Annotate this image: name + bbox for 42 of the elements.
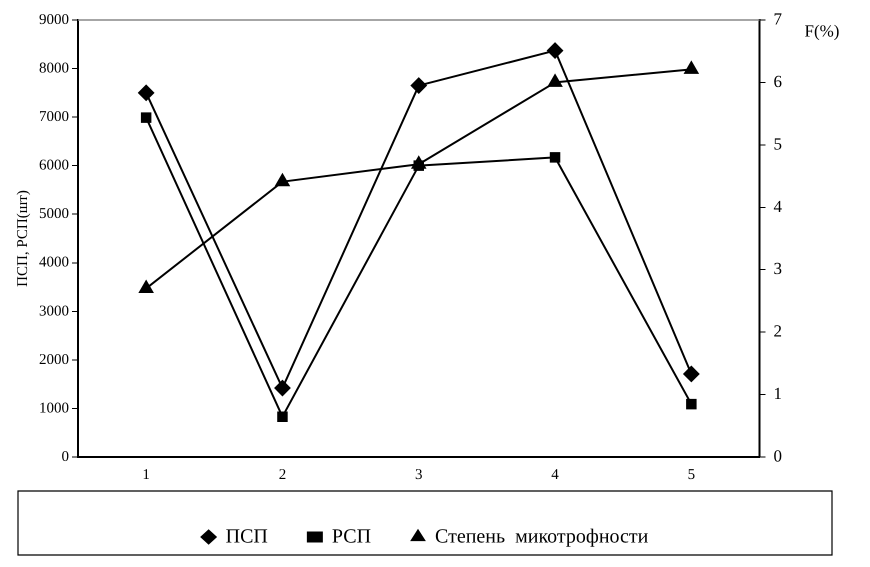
y-tick-label: 9000 bbox=[39, 12, 69, 28]
y-tick-label: 1000 bbox=[39, 400, 69, 416]
y2-tick-label: 4 bbox=[774, 196, 782, 216]
x-tick-label: 5 bbox=[688, 466, 696, 483]
point bbox=[684, 61, 698, 74]
x-tick-label: 2 bbox=[278, 466, 286, 483]
y2-tick-label: 3 bbox=[774, 259, 782, 278]
y-axis-title: ПСП, РСП(шт) bbox=[14, 190, 31, 287]
y-tick-label: 2000 bbox=[39, 352, 69, 368]
y-tick-label: 6000 bbox=[39, 158, 69, 174]
point bbox=[412, 156, 426, 169]
point bbox=[550, 152, 560, 163]
x-tick-label: 4 bbox=[551, 466, 560, 483]
y-tick-label: 7000 bbox=[39, 109, 69, 126]
y2-tick-label: 0 bbox=[774, 446, 782, 466]
x-tick-label: 3 bbox=[415, 466, 422, 483]
y2-tick-label: 5 bbox=[774, 134, 782, 154]
point bbox=[548, 74, 562, 87]
point bbox=[275, 174, 290, 186]
y2-tick-label: 1 bbox=[774, 384, 782, 404]
point bbox=[274, 380, 290, 396]
point bbox=[277, 411, 288, 422]
point bbox=[683, 366, 700, 382]
y-tick-label: 3000 bbox=[39, 303, 69, 320]
x-tick-label: 1 bbox=[142, 466, 150, 483]
y-tick-label: 0 bbox=[62, 448, 69, 465]
point bbox=[138, 84, 154, 101]
point bbox=[686, 398, 697, 410]
legend-label: РСП bbox=[332, 525, 372, 548]
y2-tick-label: 6 bbox=[774, 72, 782, 91]
point bbox=[140, 112, 152, 123]
legend-label: ПСП bbox=[226, 525, 268, 548]
y2-tick-label: 2 bbox=[774, 322, 782, 341]
y-tick-label: 4000 bbox=[39, 254, 69, 271]
point bbox=[410, 78, 427, 94]
point bbox=[139, 280, 154, 293]
point bbox=[547, 42, 564, 59]
y2-axis-title: F(%) bbox=[804, 21, 840, 40]
y-tick-label: 8000 bbox=[39, 60, 69, 76]
legend-label: Степень микотрофности bbox=[435, 525, 649, 548]
y-tick-label: 5000 bbox=[39, 206, 69, 222]
y2-tick-label: 7 bbox=[774, 9, 782, 28]
